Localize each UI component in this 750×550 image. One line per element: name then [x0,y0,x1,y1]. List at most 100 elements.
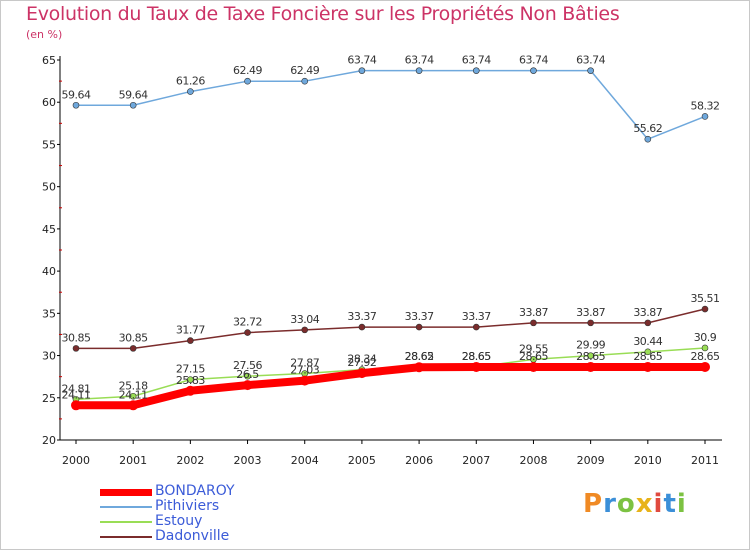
data-label-dadonville-2001: 30.85 [119,331,148,344]
y-tick-label-60: 60 [42,96,56,109]
data-label-pithiviers-2009: 63.74 [576,54,605,67]
data-label-estouy-2002: 27.15 [176,363,205,376]
data-label-pithiviers-2004: 62.49 [290,64,319,77]
data-label-dadonville-2005: 33.37 [347,310,376,323]
point-dadonville-2007 [472,323,480,331]
point-estouy-2011 [701,344,709,352]
data-label-pithiviers-2005: 63.74 [347,54,376,67]
data-label-dadonville-2002: 31.77 [176,324,205,337]
x-tick-label-2003: 2003 [234,454,262,467]
legend-swatch-dadonville [100,536,152,538]
point-pithiviers-2004 [301,77,309,85]
legend-item-bondaroy[interactable]: BONDAROY [100,483,360,499]
x-tick-label-2011: 2011 [691,454,719,467]
point-estouy-2001 [129,392,137,400]
point-dadonville-2005 [358,323,366,331]
data-label-bondaroy-2011: 28.65 [691,350,720,363]
legend-label-estouy: Estouy [155,513,203,529]
data-label-pithiviers-2006: 63.74 [405,54,434,67]
point-bondaroy-2008 [528,361,539,372]
data-label-pithiviers-2000: 59.64 [62,88,91,101]
data-label-bondaroy-2010: 28.65 [633,350,662,363]
data-label-dadonville-2003: 32.72 [233,316,262,329]
point-bondaroy-2004 [299,375,310,386]
legend-item-pithiviers[interactable]: Pithiviers [100,498,360,514]
data-label-bondaroy-2008: 28.65 [519,350,548,363]
point-bondaroy-2010 [642,361,653,372]
data-label-estouy-2008: 29.55 [519,342,548,355]
y-tick-label-45: 45 [42,223,56,236]
y-tick-label-20: 20 [42,434,56,447]
x-tick-label-2009: 2009 [577,454,605,467]
data-label-estouy-2003: 27.56 [233,359,262,372]
legend-item-estouy[interactable]: Estouy [100,513,360,529]
chart-title: Evolution du Taux de Taxe Foncière sur l… [26,3,620,25]
point-pithiviers-2010 [644,135,652,143]
logo-letter: i [676,489,687,519]
data-label-dadonville-2004: 33.04 [290,313,319,326]
point-dadonville-2001 [129,345,137,352]
chart-axes: 20 25 30 35 40 45 50 55 60 65 2000 2001 2002 2003 2004… [42,54,722,467]
legend-swatch-estouy [100,521,152,523]
data-label-estouy-2010: 30.44 [633,335,662,348]
data-label-pithiviers-2007: 63.74 [462,54,491,67]
point-dadonville-2011 [701,305,709,313]
logo-letter: o [616,489,636,519]
x-tick-label-2010: 2010 [634,454,662,467]
legend-label-dadonville: Dadonville [155,528,230,544]
point-dadonville-2006 [415,323,423,331]
y-tick-label-55: 55 [42,138,56,151]
data-label-estouy-2009: 29.99 [576,339,605,352]
y-axis-unit-label: (en %) [26,28,63,41]
point-estouy-2009 [587,352,594,359]
point-pithiviers-2006 [415,67,423,74]
data-label-estouy-2011: 30.9 [694,331,717,344]
data-label-estouy-2000: 24.81 [62,382,91,395]
logo-letter: r [603,489,617,519]
point-dadonville-2009 [587,319,594,327]
chart-data-labels: 59.64 59.64 61.26 62.49 62.49 63.74 63.74 63.74… [62,54,721,402]
data-label-bondaroy-2003: 26.5 [236,368,259,381]
data-label-dadonville-2006: 33.37 [405,310,434,323]
chart-legend: BONDAROY Pithiviers Estouy Dadonville [100,483,360,544]
y-tick-label-40: 40 [42,265,56,278]
legend-swatch-pithiviers [100,506,152,508]
data-label-estouy-2001: 25.18 [119,379,148,392]
point-estouy-2010 [644,348,652,356]
point-pithiviers-2001 [129,101,137,109]
data-label-estouy-2006: 28.65 [405,350,434,363]
logo-letter: t [663,489,677,519]
x-tick-label-2007: 2007 [462,454,490,467]
point-bondaroy-2006 [414,362,425,373]
point-estouy-2002 [187,376,194,383]
legend-label-bondaroy: BONDAROY [155,483,235,499]
x-tick-label-2001: 2001 [119,454,147,467]
data-label-pithiviers-2003: 62.49 [233,64,262,77]
data-label-dadonville-2011: 35.51 [691,292,720,305]
legend-item-dadonville[interactable]: Dadonville [100,528,360,544]
y-tick-label-35: 35 [42,307,56,320]
data-label-pithiviers-2011: 58.32 [691,99,720,112]
point-pithiviers-2009 [587,67,594,74]
y-tick-label-50: 50 [42,181,56,194]
proxiti-logo: Proxiti [583,489,687,519]
point-dadonville-2010 [644,319,652,327]
chart-series [71,67,710,411]
data-label-pithiviers-2010: 55.62 [633,122,662,135]
data-label-estouy-2005: 28.34 [347,353,376,366]
data-label-estouy-2007: 28.65 [462,350,491,363]
point-pithiviers-2005 [358,67,366,74]
line-chart: 20 25 30 35 40 45 50 55 60 65 2000 2001 2002 2003 2004… [42,54,722,467]
point-estouy-2003 [244,372,251,380]
point-pithiviers-2008 [530,67,537,74]
data-label-dadonville-2008: 33.87 [519,306,548,319]
data-label-pithiviers-2008: 63.74 [519,54,548,67]
x-tick-label-2000: 2000 [62,454,90,467]
point-bondaroy-2001 [128,400,139,411]
point-dadonville-2004 [301,326,309,334]
y-tick-label-65: 65 [42,54,56,67]
point-dadonville-2002 [187,337,194,344]
point-bondaroy-2007 [471,361,482,372]
data-label-dadonville-2007: 33.37 [462,310,491,323]
data-label-pithiviers-2002: 61.26 [176,75,205,88]
